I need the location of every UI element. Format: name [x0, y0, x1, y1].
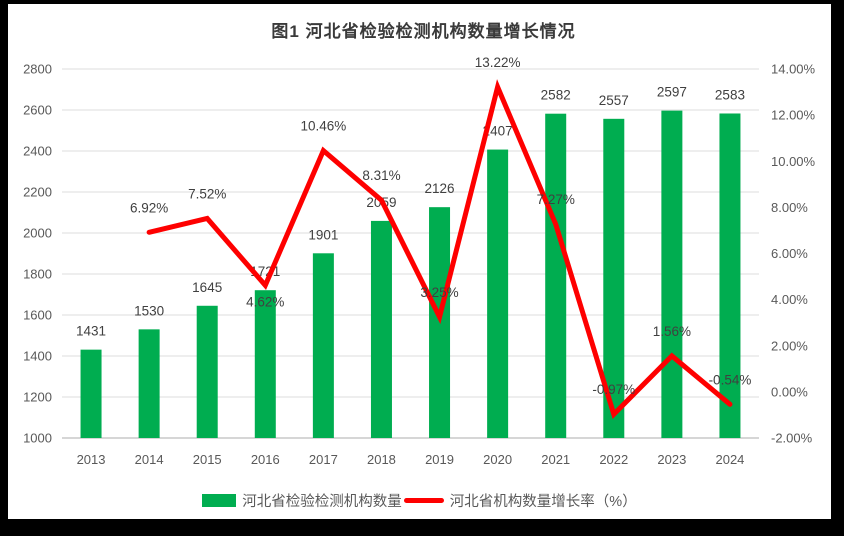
- x-axis-label: 2021: [541, 452, 570, 467]
- line-value-label: 7.52%: [188, 186, 226, 201]
- bar: [429, 207, 451, 438]
- x-axis-label: 2020: [483, 452, 512, 467]
- left-axis-tick: 1200: [23, 390, 52, 405]
- bar: [370, 220, 392, 438]
- bar: [603, 118, 625, 438]
- bar-value-label: 2582: [541, 88, 571, 103]
- line-value-label: 13.22%: [475, 55, 521, 70]
- line-series-swatch: [403, 498, 444, 503]
- bar-value-label: 2407: [483, 124, 513, 139]
- left-axis-tick: 1800: [23, 267, 52, 282]
- x-axis-label: 2018: [367, 452, 396, 467]
- bar-value-label: 2597: [657, 85, 687, 100]
- bar-value-label: 1431: [76, 324, 106, 339]
- right-axis-tick: 0.00%: [771, 384, 808, 399]
- combo-bar-line-chart: 1000 1200 1400 1600 1800 2000 2200 2400 2600 2800…: [23, 55, 816, 467]
- bar: [80, 349, 102, 438]
- bar-value-label: 2583: [715, 87, 745, 102]
- line-value-label: -0.97%: [592, 382, 635, 397]
- x-axis-label: 2022: [599, 452, 628, 467]
- line-value-label: 3.25%: [420, 285, 458, 300]
- right-axis-tick: 8.00%: [771, 200, 808, 215]
- x-axis-label: 2015: [193, 452, 222, 467]
- x-axis-label: 2023: [657, 452, 686, 467]
- line-value-label: 10.46%: [300, 119, 346, 134]
- growth-rate-line: [146, 79, 733, 419]
- right-axis-tick: 6.00%: [771, 246, 808, 261]
- x-axis-label: 2014: [135, 452, 164, 467]
- left-axis-tick: 1000: [23, 431, 52, 446]
- left-axis-tick: 1600: [23, 308, 52, 323]
- right-axis-tick: 10.00%: [771, 154, 816, 169]
- x-axis-label: 2019: [425, 452, 454, 467]
- bar: [254, 290, 276, 438]
- left-axis-tick: 2800: [23, 62, 52, 77]
- bar-value-label: 1645: [192, 280, 222, 295]
- bar: [719, 113, 741, 439]
- bar: [487, 149, 509, 438]
- right-axis-tick: -2.00%: [771, 431, 813, 446]
- left-axis-tick: 2600: [23, 103, 52, 118]
- bar-value-label: 2126: [425, 181, 455, 196]
- x-axis-label: 2016: [251, 452, 280, 467]
- line-value-label: 1.56%: [653, 324, 691, 339]
- right-axis-tick: 4.00%: [771, 292, 808, 307]
- x-axis-label: 2024: [715, 452, 744, 467]
- right-axis-tick: 14.00%: [771, 62, 816, 77]
- right-axis-tick: 12.00%: [771, 108, 816, 123]
- bar-series-legend-label: 河北省检验检测机构数量: [242, 494, 402, 510]
- bar: [661, 110, 683, 439]
- line-value-label: 6.92%: [130, 200, 168, 215]
- bar-value-label: 2557: [599, 93, 629, 108]
- bar-value-label: 1901: [308, 227, 338, 242]
- bar: [312, 253, 334, 438]
- line-value-label: -0.54%: [709, 372, 752, 387]
- bar-value-label: 1530: [134, 303, 164, 318]
- bar: [196, 305, 218, 438]
- x-axis-label: 2017: [309, 452, 338, 467]
- chart-title: 图1 河北省检验检测机构数量增长情况: [271, 22, 576, 41]
- right-axis-tick: 2.00%: [771, 338, 808, 353]
- left-axis-tick: 1400: [23, 349, 52, 364]
- line-value-label: 8.31%: [362, 168, 400, 183]
- chart-card: 图1 河北省检验检测机构数量增长情况 1000 1200 1400 1600 1800 2…: [8, 4, 831, 519]
- left-axis-tick: 2400: [23, 144, 52, 159]
- left-axis-tick: 2200: [23, 185, 52, 200]
- bar: [545, 113, 567, 438]
- left-axis-tick: 2000: [23, 226, 52, 241]
- bar: [138, 329, 160, 438]
- chart-legend: 河北省检验检测机构数量 河北省机构数量增长率（%）: [8, 490, 831, 511]
- bar-series-swatch: [202, 494, 237, 507]
- line-series-legend-label: 河北省机构数量增长率（%）: [449, 494, 637, 510]
- line-value-label: 7.27%: [537, 192, 575, 207]
- x-axis-label: 2013: [77, 452, 106, 467]
- line-value-label: 4.62%: [246, 294, 284, 309]
